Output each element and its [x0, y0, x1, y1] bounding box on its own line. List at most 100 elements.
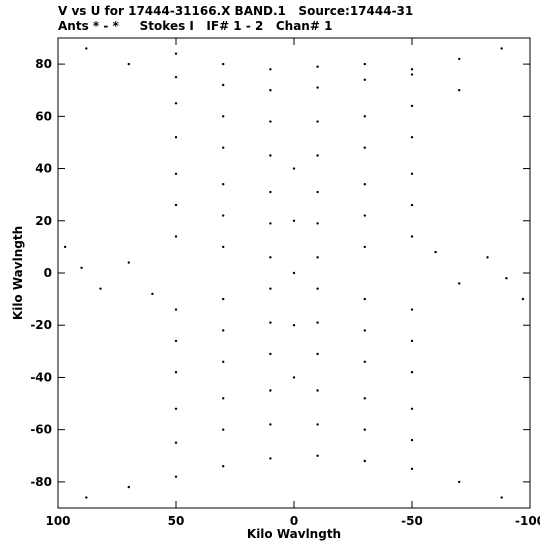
y-tick-label: 40 [35, 162, 52, 176]
uv-point [292, 167, 296, 170]
uv-point [363, 183, 366, 186]
uv-point [316, 287, 319, 290]
uv-point [434, 250, 437, 254]
uv-point [316, 86, 319, 89]
x-axis-label: Kilo Wavlngth [247, 527, 341, 541]
uv-point [174, 407, 178, 410]
uv-point [222, 214, 225, 217]
uv-point [363, 297, 366, 301]
uv-point [222, 397, 225, 400]
y-tick-label: -60 [30, 423, 52, 437]
uv-point [316, 65, 319, 68]
uv-point [174, 339, 178, 343]
uv-point [269, 154, 272, 157]
uv-point [222, 245, 225, 249]
uv-point [500, 496, 503, 499]
uv-point [174, 172, 178, 175]
y-axis-label: Kilo Wavlngth [11, 226, 25, 320]
uv-point [363, 428, 366, 431]
uv-point [292, 324, 296, 327]
uv-point [63, 245, 67, 249]
uv-point [410, 73, 414, 76]
uv-point [363, 115, 366, 118]
uv-point [174, 52, 178, 55]
uv-point [174, 203, 178, 207]
uv-point [292, 219, 296, 222]
uv-point [222, 115, 225, 118]
uv-point [521, 297, 525, 301]
uv-point [222, 360, 225, 363]
uv-point [316, 352, 319, 356]
uv-point [269, 222, 272, 225]
uv-point [486, 256, 489, 259]
uv-point [269, 423, 272, 426]
uv-point [269, 256, 272, 259]
uv-point [292, 271, 296, 275]
uv-point [316, 389, 319, 392]
x-tick-label: 50 [168, 514, 185, 528]
uv-point [316, 154, 319, 157]
uv-point [269, 321, 272, 324]
x-tick-label: -100 [515, 514, 540, 528]
uv-point [410, 339, 414, 343]
uv-point [222, 62, 225, 66]
uv-point [410, 308, 414, 311]
uv-point [410, 407, 414, 410]
uv-point [174, 441, 178, 444]
y-tick-label: -80 [30, 475, 52, 489]
uv-point [174, 75, 178, 79]
uv-point [363, 146, 366, 149]
y-tick-label: -20 [30, 318, 52, 332]
uv-point [410, 104, 414, 108]
uv-point [316, 190, 319, 194]
uv-point [316, 423, 319, 426]
uv-point [316, 321, 319, 324]
uv-point [410, 371, 414, 374]
y-tick-label: 0 [44, 266, 52, 280]
uv-point [222, 146, 225, 149]
uv-point [500, 47, 503, 50]
uv-point [316, 222, 319, 225]
uv-point [85, 47, 88, 50]
uv-point [222, 465, 225, 468]
uv-point [363, 62, 366, 66]
plot-frame [57, 37, 531, 509]
uv-point [316, 454, 319, 457]
chart-subtitle: Ants * - * Stokes I IF# 1 - 2 Chan# 1 [58, 19, 333, 33]
uv-point [174, 102, 178, 105]
x-tick-label: 100 [45, 514, 70, 528]
uv-point [292, 376, 296, 379]
uv-point [99, 287, 102, 290]
uv-point [458, 480, 461, 484]
uv-point [269, 68, 272, 71]
y-tick-label: 80 [35, 57, 52, 71]
uv-point [316, 120, 319, 123]
uv-point [269, 190, 272, 194]
uv-point [127, 485, 130, 489]
uv-point [222, 297, 225, 301]
uv-point [269, 287, 272, 290]
y-tick-label: 20 [35, 214, 52, 228]
uv-point [174, 308, 178, 311]
uv-point [410, 68, 414, 71]
uv-point [174, 136, 178, 139]
uv-point [269, 352, 272, 356]
uv-point [80, 266, 83, 269]
uv-point [363, 245, 366, 249]
uv-point [85, 496, 88, 499]
uv-point [222, 428, 225, 431]
uv-point [410, 438, 414, 442]
uv-point [410, 136, 414, 139]
y-tick-label: 60 [35, 109, 52, 123]
chart-title: V vs U for 17444-31166.X BAND.1 Source:1… [58, 4, 414, 18]
uv-point [127, 62, 130, 66]
uv-point [269, 89, 272, 92]
uv-point [151, 292, 154, 296]
uv-point [410, 203, 414, 207]
uv-point [127, 261, 130, 264]
uv-point [363, 360, 366, 363]
uv-point [269, 120, 272, 123]
uv-point [363, 78, 366, 81]
uv-point [458, 57, 461, 61]
uv-point [505, 277, 508, 280]
